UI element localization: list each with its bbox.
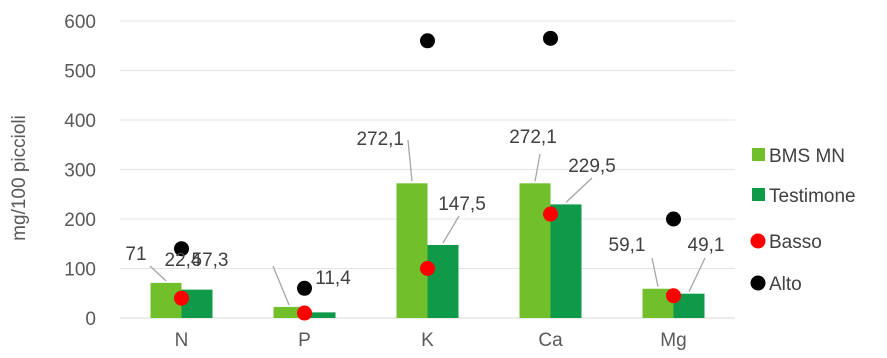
- data-label: 272,1: [356, 129, 404, 150]
- data-label: 57,3: [192, 250, 229, 271]
- marker-alto-mg: [666, 211, 681, 227]
- leader-line: [272, 265, 290, 306]
- marker-basso-mg: [666, 288, 681, 304]
- marker-alto-n: [174, 241, 189, 257]
- x-tick-label: K: [421, 330, 434, 351]
- legend-label: BMS MN: [769, 146, 845, 167]
- y-tick-label: 200: [64, 210, 96, 231]
- y-tick-label: 600: [64, 12, 96, 33]
- legend-label: Alto: [769, 274, 802, 295]
- y-tick-label: 400: [64, 111, 96, 132]
- data-label: 59,1: [609, 235, 646, 256]
- bar-bms-mn-k: [396, 183, 428, 318]
- y-tick-label: 100: [64, 260, 96, 281]
- legend-label: Basso: [769, 232, 822, 253]
- leader-line: [407, 139, 413, 182]
- bars: [150, 183, 705, 318]
- legend-swatch: [750, 233, 766, 249]
- legend: BMS MN Testimone Basso Alto: [750, 146, 856, 295]
- x-tick-label: Mg: [660, 330, 686, 351]
- leader-line: [442, 215, 460, 244]
- y-tick-label: 0: [85, 309, 96, 330]
- marker-basso-ca: [543, 206, 558, 222]
- bar-testimone-p: [304, 312, 336, 318]
- marker-basso-p: [297, 305, 312, 321]
- y-axis: 0 100 200 300 400 500 600: [64, 12, 96, 330]
- legend-swatch: [752, 148, 765, 161]
- marker-alto-ca: [543, 30, 558, 46]
- bar-bms-mn-p: [273, 306, 305, 318]
- data-label: 71: [125, 244, 146, 265]
- legend-swatch: [752, 188, 765, 201]
- markers: [174, 30, 681, 321]
- data-label: 22,4: [165, 250, 202, 271]
- bar-testimone-k: [427, 244, 459, 318]
- y-tick-label: 500: [64, 62, 96, 83]
- x-tick-label: N: [175, 330, 189, 351]
- leader-line: [534, 153, 541, 182]
- data-label: 11,4: [315, 268, 351, 289]
- data-label: 49,1: [688, 235, 725, 256]
- x-tick-label: P: [298, 330, 311, 351]
- x-tick-label: Ca: [538, 330, 563, 351]
- x-axis: N P K Ca Mg: [175, 330, 687, 351]
- data-labels: 71 22,4 272,1 272,1 59,1 57,3 11,4 147,5 229,5 49…: [125, 127, 725, 306]
- marker-basso-n: [174, 290, 189, 306]
- y-axis-label: mg/100 piccioli: [9, 115, 30, 241]
- marker-alto-k: [420, 33, 435, 49]
- bar-bms-mn-ca: [519, 183, 551, 318]
- data-label: 147,5: [438, 194, 486, 215]
- leader-line: [565, 177, 593, 203]
- marker-alto-p: [297, 280, 312, 296]
- y-tick-label: 300: [64, 161, 96, 182]
- marker-basso-k: [420, 261, 435, 276]
- bar-testimone-ca: [550, 204, 582, 318]
- leader-line: [149, 265, 167, 282]
- data-label: 272,1: [509, 127, 557, 148]
- leader-line: [688, 257, 706, 292]
- legend-label: Testimone: [769, 186, 856, 207]
- legend-swatch: [750, 275, 766, 291]
- leader-line: [651, 257, 659, 287]
- data-label: 229,5: [568, 156, 616, 177]
